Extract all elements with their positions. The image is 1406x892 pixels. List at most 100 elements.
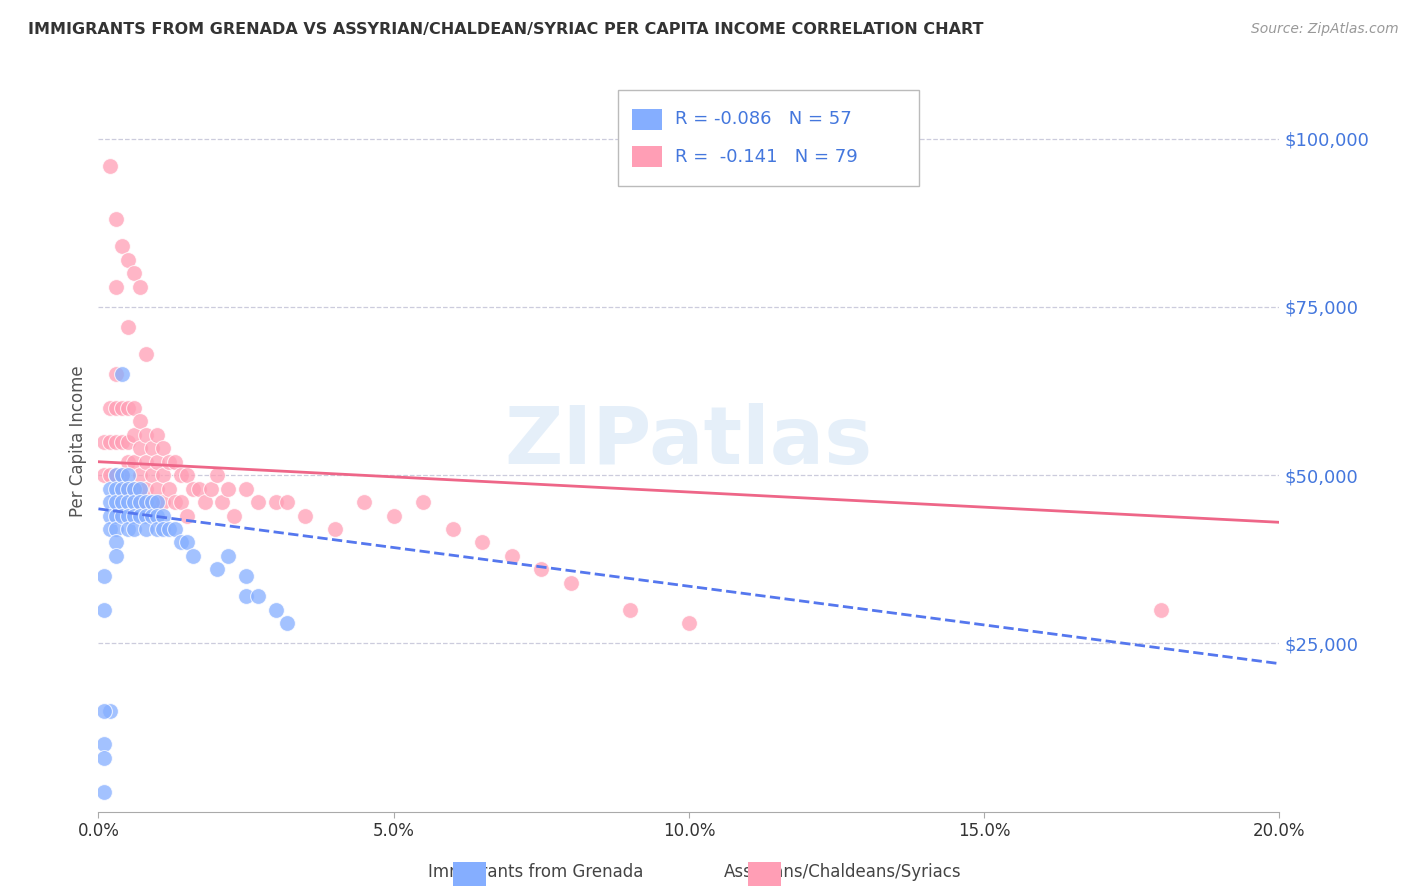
Point [111,368,134,382]
Point [141,442,163,456]
Point [117,434,139,449]
Point [141,495,163,509]
FancyBboxPatch shape [633,109,662,130]
Point [146,522,169,536]
Point [217,482,239,496]
Point [235,569,257,583]
Point [135,427,157,442]
Point [181,482,204,496]
Point [128,279,150,293]
Point [98,482,121,496]
Point [128,495,150,509]
Point [117,522,139,536]
Point [176,468,198,483]
Point [619,603,641,617]
FancyBboxPatch shape [748,862,782,886]
Point [111,239,134,253]
Point [117,468,139,483]
Point [205,562,228,576]
Point [200,482,222,496]
Point [501,549,523,563]
Point [170,495,193,509]
Point [122,427,145,442]
Point [165,495,187,509]
Point [117,508,139,523]
Text: R =  -0.141   N = 79: R = -0.141 N = 79 [675,147,858,166]
Point [93,468,115,483]
Point [235,590,257,604]
Point [157,455,180,469]
Point [678,616,700,631]
Point [105,468,128,483]
Point [135,455,157,469]
Point [530,562,553,576]
Point [122,455,145,469]
Point [111,495,134,509]
Point [264,495,287,509]
Point [246,590,269,604]
Text: IMMIGRANTS FROM GRENADA VS ASSYRIAN/CHALDEAN/SYRIAC PER CAPITA INCOME CORRELATIO: IMMIGRANTS FROM GRENADA VS ASSYRIAN/CHAL… [28,22,984,37]
Point [276,495,298,509]
Point [122,482,145,496]
Point [224,508,246,523]
Point [217,549,239,563]
Point [105,401,128,415]
Point [128,508,150,523]
Point [111,482,134,496]
Point [170,535,193,549]
Point [441,522,464,536]
Point [105,212,128,227]
Point [152,442,174,456]
Point [111,468,134,483]
Point [141,468,163,483]
Point [187,482,209,496]
Point [382,508,405,523]
Point [93,434,115,449]
Point [117,482,139,496]
Point [128,414,150,428]
Point [176,535,198,549]
Point [93,784,115,798]
Point [117,455,139,469]
Point [98,401,121,415]
Point [276,616,298,631]
Y-axis label: Per Capita Income: Per Capita Income [69,366,87,517]
Point [264,603,287,617]
Point [205,468,228,483]
Point [93,603,115,617]
Point [181,549,204,563]
Point [105,522,128,536]
Point [117,482,139,496]
Text: Source: ZipAtlas.com: Source: ZipAtlas.com [1251,22,1399,37]
Point [412,495,434,509]
Point [176,508,198,523]
Point [152,495,174,509]
Point [135,495,157,509]
Point [93,704,115,718]
FancyBboxPatch shape [619,90,920,186]
Point [211,495,233,509]
Point [93,751,115,765]
Point [93,738,115,752]
Point [122,266,145,280]
Point [105,535,128,549]
Point [98,434,121,449]
Point [105,279,128,293]
Point [117,495,139,509]
Point [152,468,174,483]
Point [135,482,157,496]
Point [170,468,193,483]
Point [1150,603,1173,617]
Point [105,482,128,496]
Point [128,468,150,483]
Point [157,482,180,496]
Point [353,495,375,509]
Point [122,401,145,415]
Text: ZIPatlas: ZIPatlas [505,402,873,481]
Point [122,522,145,536]
Point [122,508,145,523]
Point [471,535,494,549]
Point [117,401,139,415]
Point [246,495,269,509]
Point [98,159,121,173]
